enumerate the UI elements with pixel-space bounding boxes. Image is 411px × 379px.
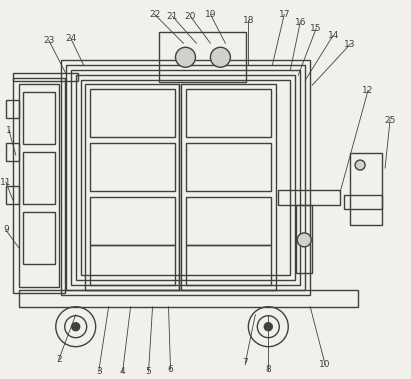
Bar (85, 84, 180, 290)
Bar (6, 186, 19, 204)
Bar (71, 70, 300, 285)
Text: 4: 4 (120, 367, 125, 376)
Text: 17: 17 (279, 10, 290, 19)
Bar (19, 290, 358, 307)
Circle shape (175, 47, 196, 67)
Text: 18: 18 (242, 16, 254, 25)
Bar (344, 195, 382, 209)
Text: 25: 25 (384, 116, 396, 125)
Text: 2: 2 (56, 355, 62, 364)
Bar (81, 80, 290, 275)
Text: 13: 13 (344, 40, 356, 49)
Bar (159, 32, 246, 82)
Bar (90, 89, 175, 137)
Bar (23, 152, 55, 204)
Bar (23, 92, 55, 144)
Bar (90, 245, 175, 285)
Bar (187, 197, 271, 245)
Text: 19: 19 (205, 10, 216, 19)
Bar (187, 143, 271, 191)
Text: 8: 8 (266, 365, 271, 374)
Bar (13, 78, 65, 293)
Bar (6, 100, 19, 118)
Text: 6: 6 (168, 365, 173, 374)
Text: 9: 9 (3, 226, 9, 235)
Circle shape (264, 323, 272, 331)
Circle shape (297, 233, 311, 247)
Text: 1: 1 (6, 125, 12, 135)
Bar (66, 65, 305, 290)
Text: 7: 7 (242, 358, 248, 367)
Bar (19, 84, 59, 287)
Text: 24: 24 (65, 34, 76, 43)
Bar (278, 190, 340, 205)
Text: 11: 11 (0, 177, 12, 186)
Text: 16: 16 (295, 18, 306, 27)
Text: 14: 14 (328, 31, 339, 40)
Bar (23, 212, 55, 264)
Bar (350, 153, 382, 225)
Bar (296, 205, 312, 273)
Circle shape (210, 47, 231, 67)
Text: 21: 21 (167, 12, 178, 21)
Bar (13, 73, 78, 81)
Bar (187, 245, 271, 285)
Text: 10: 10 (319, 360, 331, 369)
Text: 15: 15 (310, 24, 322, 33)
Text: 12: 12 (363, 86, 374, 95)
Bar (90, 197, 175, 245)
Circle shape (355, 160, 365, 170)
Text: 5: 5 (145, 367, 151, 376)
Text: 20: 20 (185, 12, 196, 21)
Bar (187, 89, 271, 137)
Text: 22: 22 (149, 10, 160, 19)
Bar (76, 75, 295, 280)
Text: 23: 23 (43, 36, 55, 45)
Bar (90, 143, 175, 191)
Text: 3: 3 (96, 367, 102, 376)
Circle shape (72, 323, 80, 331)
Bar (61, 60, 310, 295)
Bar (182, 84, 276, 290)
Bar (6, 143, 19, 161)
